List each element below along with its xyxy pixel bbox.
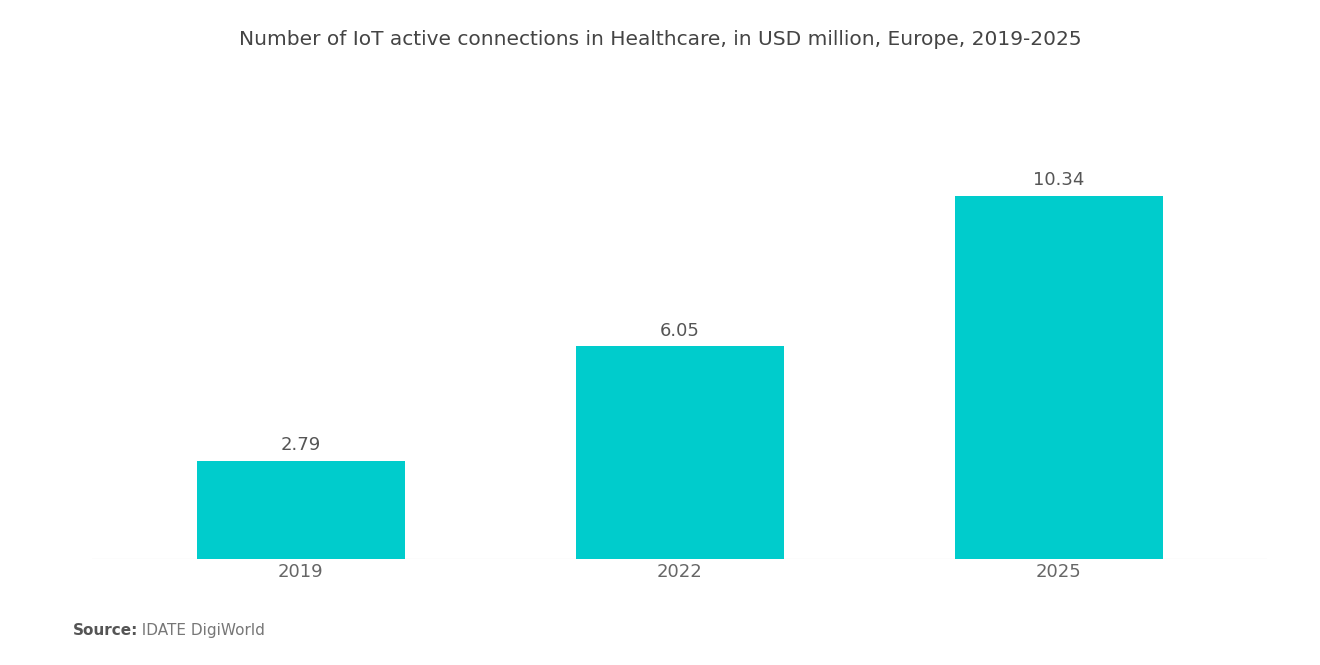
Bar	[576, 346, 784, 559]
Text: 10.34: 10.34	[1034, 171, 1085, 190]
Text: 2.79: 2.79	[281, 436, 321, 454]
Text: Number of IoT active connections in Healthcare, in USD million, Europe, 2019-202: Number of IoT active connections in Heal…	[239, 30, 1081, 49]
Text: 6.05: 6.05	[660, 322, 700, 340]
Text: Source:: Source:	[73, 623, 139, 638]
Bar	[954, 196, 1163, 559]
Bar	[197, 461, 405, 559]
Text: IDATE DigiWorld: IDATE DigiWorld	[132, 623, 265, 638]
